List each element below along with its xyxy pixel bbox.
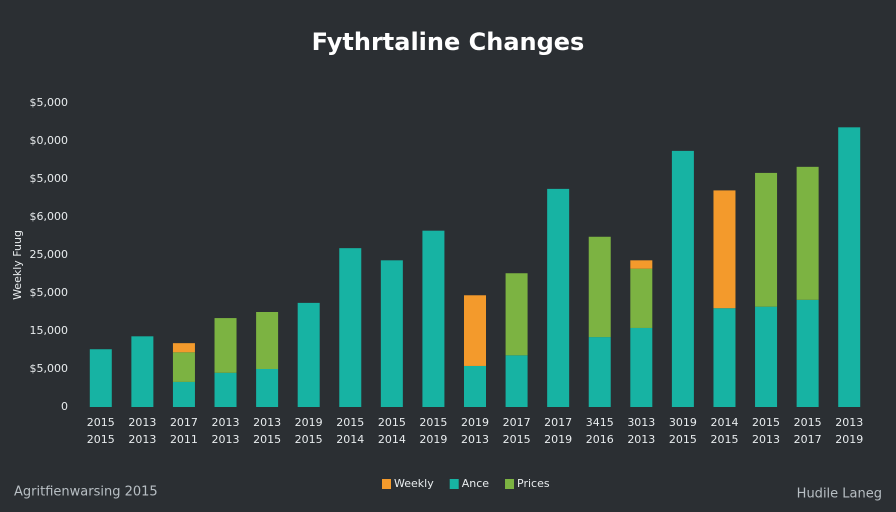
x-tick-label: 2019: [461, 416, 489, 429]
x-tick-label: 2015: [336, 416, 364, 429]
x-tick-label: 2013: [212, 416, 240, 429]
x-tick-label: 2017: [170, 416, 198, 429]
x-tick-sublabel: 2014: [336, 433, 364, 446]
bar-segment: [464, 365, 486, 407]
bar-segment: [131, 336, 154, 407]
y-tick-label: 15,000: [30, 324, 69, 337]
x-tick-sublabel: 2014: [378, 433, 406, 446]
bar-segment: [505, 273, 528, 356]
bar-segment: [755, 306, 778, 407]
bar-segment: [505, 355, 528, 407]
x-tick-label: 2014: [710, 416, 738, 429]
x-tick-label: 2015: [794, 416, 822, 429]
y-tick-label: $6,000: [30, 210, 69, 223]
x-tick-sublabel: 2013: [212, 433, 240, 446]
bar-segment: [172, 343, 195, 353]
x-tick-sublabel: 2019: [419, 433, 447, 446]
x-tick-label: 2015: [419, 416, 447, 429]
bar-segment: [671, 150, 694, 407]
x-tick-label: 2013: [835, 416, 863, 429]
x-tick-label: 2017: [544, 416, 572, 429]
x-tick-label: 3019: [669, 416, 697, 429]
x-tick-label: 2019: [295, 416, 323, 429]
y-tick-label: 0: [61, 400, 68, 413]
bar-segment: [89, 349, 112, 407]
x-tick-label: 3415: [586, 416, 614, 429]
legend-swatch: [382, 479, 391, 489]
bar-segment: [214, 372, 237, 407]
x-tick-sublabel: 2015: [710, 433, 738, 446]
bar-segment: [297, 302, 320, 407]
bar-segment: [630, 327, 653, 407]
legend-swatch: [449, 479, 459, 489]
bar-segment: [214, 318, 237, 373]
x-tick-sublabel: 2013: [627, 433, 655, 446]
bar-segment: [380, 260, 403, 407]
bar-segment: [256, 369, 279, 407]
y-tick-label: $5,000: [30, 286, 69, 299]
bar-segment: [713, 308, 736, 407]
bar-segment: [172, 381, 195, 407]
x-tick-label: 2015: [378, 416, 406, 429]
x-tick-sublabel: 2013: [461, 433, 489, 446]
y-tick-label: $5,000: [30, 96, 69, 109]
x-tick-sublabel: 2016: [586, 433, 614, 446]
x-tick-sublabel: 2015: [295, 433, 323, 446]
x-tick-sublabel: 2019: [835, 433, 863, 446]
bar-segment: [588, 337, 611, 407]
footer-right: Hudile Laneg: [797, 487, 882, 502]
y-tick-label: 25,000: [30, 248, 69, 261]
y-tick-label: $5,000: [30, 362, 69, 375]
legend-label: Weekly: [394, 477, 434, 490]
bar-segment: [630, 268, 653, 328]
x-tick-sublabel: 2013: [752, 433, 780, 446]
x-tick-sublabel: 2019: [544, 433, 572, 446]
bar-segment: [630, 260, 653, 269]
bar-segment: [838, 127, 861, 407]
x-tick-sublabel: 2015: [87, 433, 115, 446]
y-tick-label: $0,000: [30, 134, 69, 147]
x-tick-sublabel: 2015: [253, 433, 281, 446]
bar-segment: [172, 352, 195, 382]
x-tick-sublabel: 2013: [128, 433, 156, 446]
x-tick-label: 2013: [253, 416, 281, 429]
x-tick-label: 3013: [627, 416, 655, 429]
legend-label: Prices: [517, 477, 550, 490]
y-tick-label: $5,000: [30, 172, 69, 185]
legend-label: Ance: [462, 477, 490, 490]
legend-swatch: [505, 479, 515, 489]
footer-left: Agritfienwarsing 2015: [14, 485, 158, 500]
x-tick-sublabel: 2015: [669, 433, 697, 446]
bar-segment: [588, 236, 611, 338]
x-tick-label: 2015: [752, 416, 780, 429]
bar-segment: [339, 248, 362, 407]
bar-segment: [796, 166, 819, 300]
x-tick-sublabel: 2011: [170, 433, 198, 446]
bar-segment: [256, 312, 279, 369]
x-tick-label: 2015: [87, 416, 115, 429]
x-tick-sublabel: 2015: [503, 433, 531, 446]
bar-segment: [713, 190, 736, 309]
bar-segment: [755, 172, 778, 307]
bar-segment: [796, 299, 819, 407]
bar-segment: [464, 295, 486, 366]
x-tick-label: 2017: [503, 416, 531, 429]
x-tick-sublabel: 2017: [794, 433, 822, 446]
y-axis-label: Weekly Fuug: [11, 230, 24, 300]
chart-title: Fythrtaline Changes: [312, 28, 585, 56]
bar-segment: [422, 230, 445, 407]
x-tick-label: 2013: [128, 416, 156, 429]
bar-segment: [547, 188, 570, 407]
